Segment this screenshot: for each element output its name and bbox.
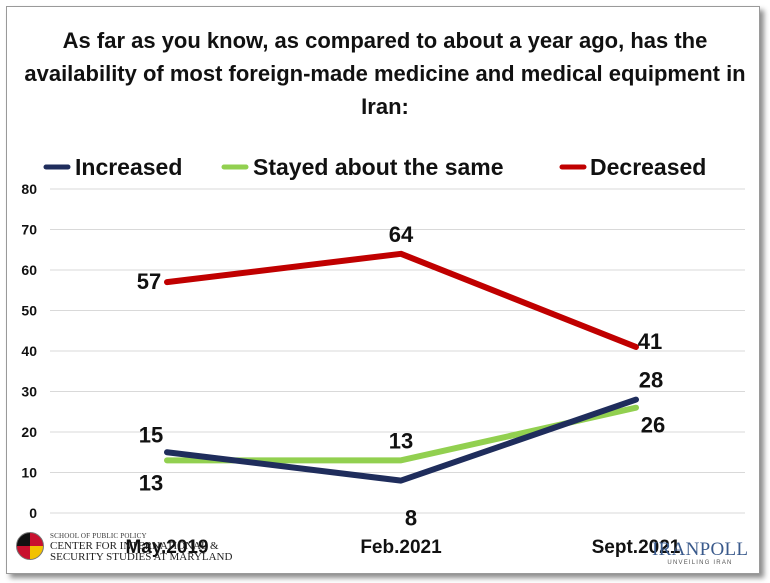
y-tick-label: 60	[21, 262, 37, 278]
legend-label: Decreased	[590, 154, 706, 180]
data-label: 13	[139, 470, 163, 495]
series-line	[164, 396, 639, 484]
y-tick-label: 0	[29, 505, 37, 521]
x-tick-label: May.2019	[125, 537, 208, 558]
logo-center-line2: SECURITY STUDIES AT MARYLAND	[50, 551, 233, 563]
data-label: 15	[139, 422, 163, 447]
x-tick-label: Sept.2021	[592, 537, 681, 558]
data-label: 13	[389, 428, 413, 453]
logo-center-line1: CENTER FOR INTERNATIONAL &	[50, 540, 219, 552]
iranpoll-name: IRANPOLL	[652, 539, 749, 560]
data-label: 41	[638, 329, 662, 354]
y-tick-label: 70	[21, 222, 37, 238]
series-line	[164, 250, 639, 350]
y-tick-label: 40	[21, 343, 37, 359]
y-tick-label: 80	[21, 181, 37, 197]
x-tick-label: Feb.2021	[360, 537, 442, 558]
data-label: 26	[641, 413, 665, 438]
y-tick-label: 10	[21, 465, 37, 481]
iranpoll-tagline: UNVEILING IRAN	[667, 560, 733, 566]
legend-label: Stayed about the same	[253, 154, 504, 180]
data-label: 8	[405, 506, 417, 531]
y-tick-label: 20	[21, 424, 37, 440]
data-label: 57	[137, 269, 161, 294]
data-label: 64	[389, 222, 414, 247]
legend-label: Increased	[75, 154, 182, 180]
data-label: 28	[639, 368, 663, 393]
logo-school-text: SCHOOL OF PUBLIC POLICY	[50, 532, 147, 540]
logo-center-text: CENTER FOR INTERNATIONAL & SECURITY STUD…	[50, 541, 232, 563]
y-tick-label: 50	[21, 303, 37, 319]
iranpoll-logo: IRANPOLL UNVEILING IRAN	[652, 540, 748, 570]
chart-title: As far as you know, as compared to about…	[24, 28, 746, 119]
university-seal-icon	[16, 532, 44, 560]
cissm-logo: SCHOOL OF PUBLIC POLICY CENTER FOR INTER…	[16, 532, 236, 566]
y-tick-label: 30	[21, 384, 37, 400]
